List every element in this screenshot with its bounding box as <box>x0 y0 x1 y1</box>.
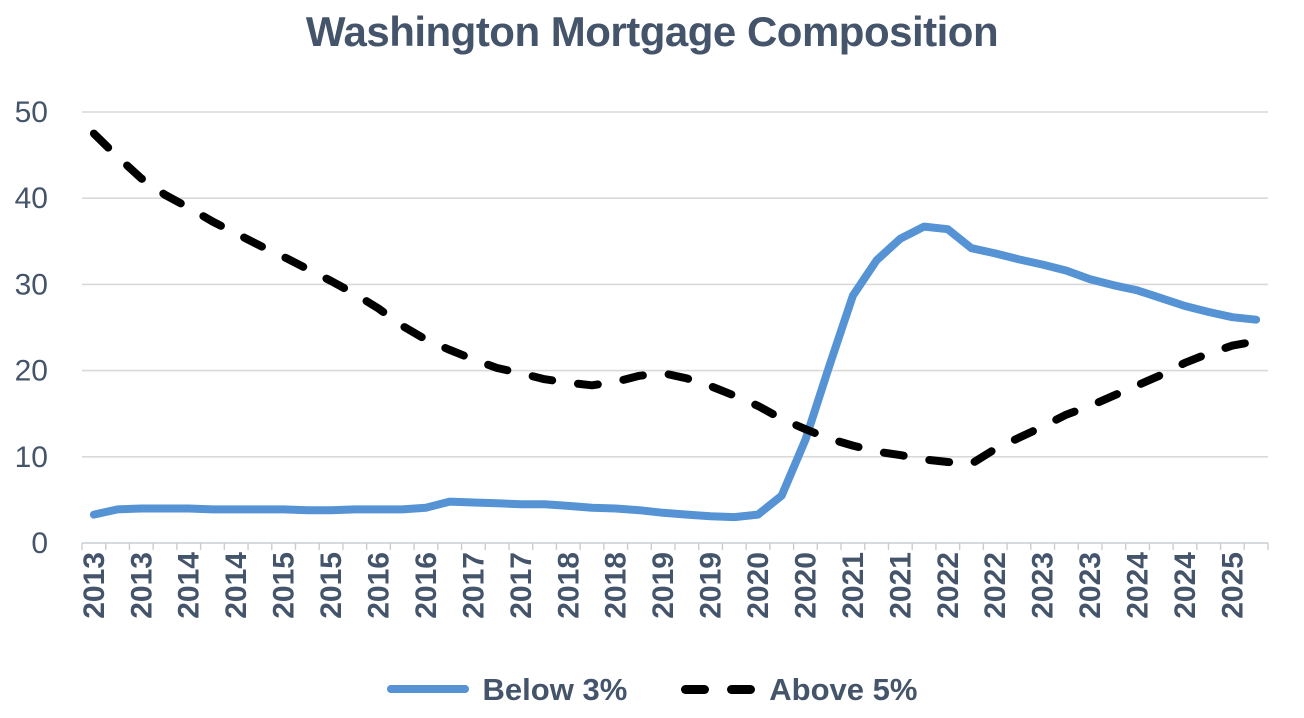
x-tick-label: 2015 <box>315 552 348 619</box>
x-tick-label: 2013 <box>125 552 158 619</box>
x-tick-label: 2021 <box>884 552 917 619</box>
legend-dashed-line-swatch <box>681 684 756 694</box>
legend-dash-segment <box>681 684 710 694</box>
x-tick-label: 2022 <box>979 552 1012 619</box>
y-tick-label: 40 <box>15 182 48 215</box>
x-tick-label: 2016 <box>410 552 443 619</box>
x-tick-label: 2023 <box>1027 552 1060 619</box>
x-tick-label: 2020 <box>742 552 775 619</box>
legend-solid-line-swatch <box>386 685 469 693</box>
x-tick-label: 2024 <box>1169 552 1202 619</box>
x-tick-label: 2024 <box>1122 552 1155 619</box>
x-tick-label: 2017 <box>457 552 490 619</box>
legend: Below 3% Above 5% <box>0 664 1304 714</box>
legend-label-above-5: Above 5% <box>769 671 918 707</box>
x-tick-label: 2014 <box>173 552 206 619</box>
x-tick-label: 2023 <box>1074 552 1107 619</box>
x-tick-label: 2018 <box>552 552 585 619</box>
x-tick-label: 2020 <box>789 552 822 619</box>
x-tick-label: 2017 <box>505 552 538 619</box>
chart-title: Washington Mortgage Composition <box>305 8 999 55</box>
y-tick-label: 0 <box>31 527 48 560</box>
x-tick-label: 2019 <box>647 552 680 619</box>
y-tick-label: 10 <box>15 441 48 474</box>
x-tick-label: 2016 <box>363 552 396 619</box>
x-tick-label: 2022 <box>932 552 965 619</box>
x-tick-label: 2013 <box>78 552 111 619</box>
y-tick-label: 30 <box>15 268 48 301</box>
y-tick-label: 20 <box>15 355 48 388</box>
series-line-below-3- <box>89 222 1261 522</box>
series-line-above-5- <box>89 129 1261 468</box>
legend-label-below-3: Below 3% <box>482 671 628 707</box>
x-tick-label: 2019 <box>695 552 728 619</box>
legend-dash-segment <box>727 684 756 694</box>
x-tick-label: 2018 <box>600 552 633 619</box>
x-tick-label: 2021 <box>837 552 870 619</box>
x-tick-label: 2025 <box>1216 552 1249 619</box>
x-tick-label: 2014 <box>220 552 253 619</box>
x-tick-label: 2015 <box>268 552 301 619</box>
y-tick-label: 50 <box>15 96 48 129</box>
